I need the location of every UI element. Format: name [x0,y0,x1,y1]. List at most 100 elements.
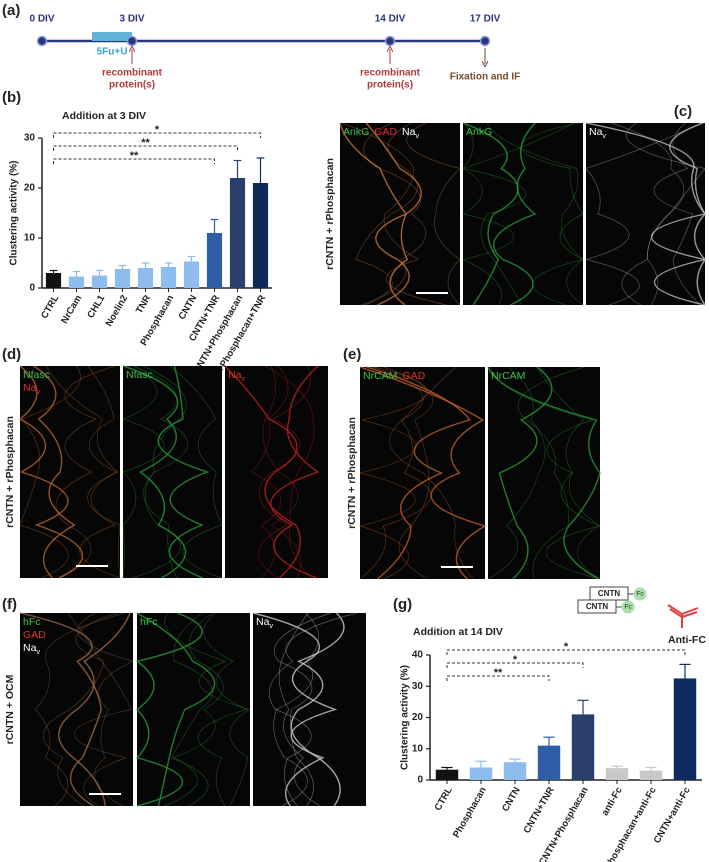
bar [469,767,493,780]
bar [68,276,85,288]
panel-label: (b) [2,89,21,106]
channel-label: NrCAM [363,370,397,382]
neurite [383,366,434,580]
timepoint [384,35,396,47]
significance-bracket [53,158,215,164]
channel-label: GAD [402,370,425,382]
neurite [46,365,121,579]
neurite [164,612,224,807]
neurite [79,365,121,579]
neurite [653,122,701,306]
bar [571,714,595,780]
neurite [136,612,216,807]
channel-name: GAD [23,629,46,641]
bar [503,762,527,780]
panel-label: (c) [674,103,692,120]
neurite [520,122,585,306]
bar [673,678,697,780]
neurite [251,365,289,579]
x-tick-label: CNTN [500,785,523,813]
y-tick-label: 10 [412,743,424,754]
neurite [33,365,76,579]
y-tick-label: 0 [29,283,35,294]
side-label: rCNTN + rPhosphacan [324,158,336,270]
fc-tag [621,600,635,614]
panel-label: (e) [343,346,361,363]
neurite [19,365,81,579]
channel-label: Nav [589,126,606,140]
bar [114,269,131,288]
channel-label: hFc [140,616,158,628]
construct-label: CNTN [586,602,608,611]
x-tick-label: CNTN [177,293,200,321]
neurite [169,365,223,579]
micrograph [20,366,120,578]
day-label: 14 DIV [375,14,406,25]
neurite [278,612,321,807]
x-tick-label: CTRL [433,785,455,813]
micrograph [137,613,250,806]
neurite [132,365,189,579]
bar [605,768,629,780]
bar [206,233,223,288]
significance-bracket [53,132,261,138]
neurite [58,612,131,807]
timepoint [36,35,48,47]
x-tick-label: NrCam [59,293,84,325]
chart-title: Addition at 14 DIV [413,626,503,638]
neurite [462,122,519,306]
y-tick-label: 40 [412,650,424,661]
fc-label: Fc [636,591,644,598]
treatment-bar [92,32,132,41]
micrograph [225,366,328,578]
y-axis-label: Clustering activity (%) [400,665,411,770]
treatment-label: 5Fu+U [97,47,128,58]
neurite [461,122,514,306]
neurite [359,366,487,580]
channel-name: NrCAM [491,370,525,382]
neurite [621,122,706,306]
x-tick-label: Phosphacan [451,785,489,840]
neurite [197,612,248,807]
bar [435,769,459,780]
channel-label: Nfasc [23,369,50,381]
neurite [487,366,601,580]
y-tick-label: 30 [24,133,36,144]
neurite [121,365,165,579]
y-axis-label: Clustering activity (%) [9,160,20,265]
channel-name: hFc [140,616,158,628]
side-label: rCNTN + rPhosphacan [346,417,358,529]
channel-name: NrCAM [363,370,397,382]
neurite [19,612,102,807]
bar [183,261,200,288]
neurite [358,366,427,580]
channel-name: GAD [402,370,425,382]
channel-subscript: v [36,389,40,396]
neurite [55,365,116,579]
channel-label: GAD [374,126,397,138]
significance-bracket [446,662,584,668]
panel-label: (d) [2,346,21,363]
significance-label: * [513,654,518,666]
antibody [667,604,699,628]
event-label: recombinant [102,68,163,79]
fc-tag [633,587,647,601]
neurite [363,122,427,306]
bar [91,275,108,288]
neurite [164,612,250,807]
timepoint [126,35,138,47]
neurite [584,122,701,306]
significance-label: ** [130,150,139,162]
y-tick-label: 10 [24,233,36,244]
event-label: protein(s) [367,80,413,91]
neurite [262,365,302,579]
micrograph [360,367,485,579]
neurite [122,365,187,579]
neurite [67,612,132,807]
significance-label: * [564,641,569,653]
x-tick-label: CTRL [39,293,61,321]
channel-subscript: v [269,623,273,630]
neurite [366,366,471,580]
neurite [268,612,357,807]
neurite [490,366,601,580]
